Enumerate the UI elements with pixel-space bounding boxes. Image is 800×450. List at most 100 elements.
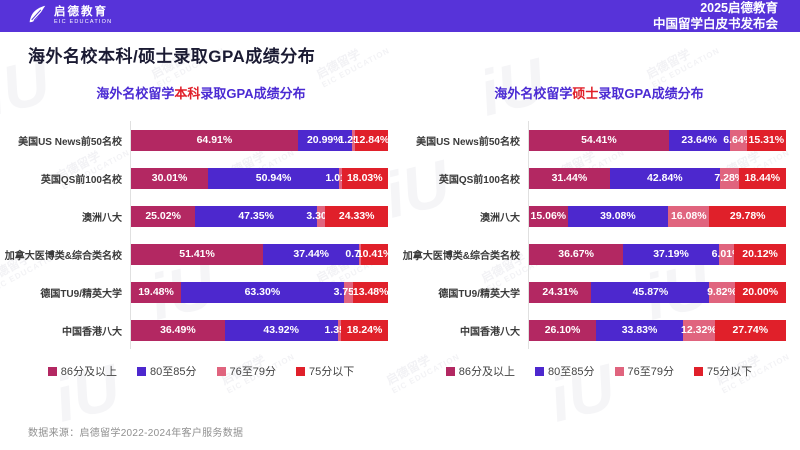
- segment-80-85: 50.94%: [208, 167, 340, 189]
- legend-swatch: [47, 366, 57, 376]
- legend-swatch: [693, 366, 703, 376]
- bars-column: 64.91% 20.99% 1.25% 12.84% 30.01% 50.94% 1.01%…: [130, 121, 392, 349]
- category-label: 美国US News前50名校: [416, 136, 520, 148]
- segment-value-label: 12.84%: [353, 134, 390, 146]
- stacked-bar: 25.02% 47.35% 3.30% 24.33%: [131, 205, 388, 227]
- category-label: 德国TU9/精英大学: [40, 288, 122, 300]
- eic-leaf-icon: [26, 3, 48, 30]
- bar-row: 30.01% 50.94% 1.01% 18.03%: [131, 159, 388, 197]
- segment-value-label: 24.31%: [542, 286, 579, 298]
- chart-title-prefix: 海外名校留学: [494, 86, 573, 101]
- chart-title-highlight: 本科: [174, 86, 201, 101]
- segment-value-label: 16.08%: [670, 210, 707, 222]
- segment-86-and-above: 24.31%: [529, 281, 592, 303]
- segment-80-85: 63.30%: [181, 281, 344, 303]
- segment-value-label: 39.08%: [600, 210, 636, 222]
- segment-value-label: 25.02%: [145, 210, 181, 222]
- segment-below-75: 18.44%: [738, 167, 786, 189]
- bar-row: 54.41% 23.64% 6.64% 15.31%: [529, 121, 786, 159]
- segment-value-label: 64.91%: [196, 134, 233, 146]
- legend-item: 86分及以上: [445, 363, 515, 379]
- segment-86-and-above: 54.41%: [529, 129, 669, 151]
- segment-86-and-above: 26.10%: [529, 319, 597, 341]
- segment-value-label: 15.31%: [748, 134, 785, 146]
- stacked-bar: 54.41% 23.64% 6.64% 15.31%: [529, 129, 786, 151]
- segment-86-and-above: 19.48%: [131, 281, 182, 303]
- stacked-bar: 30.01% 50.94% 1.01% 18.03%: [131, 167, 388, 189]
- stacked-bar: 26.10% 33.83% 12.32% 27.74%: [529, 319, 786, 341]
- event-title-line2: 中国留学白皮书发布会: [652, 17, 778, 31]
- segment-value-label: 19.48%: [138, 286, 174, 298]
- logo-text: 启德教育 EIC EDUCATION: [54, 6, 112, 26]
- segment-value-label: 54.41%: [581, 134, 617, 146]
- segment-80-85: 23.64%: [668, 129, 730, 151]
- segment-value-label: 37.44%: [293, 248, 330, 260]
- legend-swatch: [137, 366, 147, 376]
- category-label: 英国QS前100名校: [438, 174, 520, 186]
- legend-label: 80至85分: [150, 366, 197, 378]
- segment-value-label: 36.49%: [160, 324, 196, 336]
- segment-value-label: 31.44%: [551, 172, 588, 184]
- stacked-bar: 51.41%37.44%0.74%10.41%: [131, 243, 392, 265]
- chart-title-highlight: 硕士: [572, 86, 599, 101]
- legend-item: 80至85分: [137, 363, 197, 379]
- stacked-bar: 31.44% 42.84% 7.28% 18.44%: [529, 167, 786, 189]
- segment-80-85: 45.87%: [591, 281, 710, 303]
- stacked-bar: 19.48% 63.30% 3.75% 13.48%: [131, 281, 389, 303]
- segment-value-label: 15.06%: [530, 210, 567, 222]
- bar-row: 36.49% 43.92% 1.35% 18.24%: [131, 311, 388, 349]
- legend-label: 75分以下: [308, 366, 355, 378]
- legend-swatch: [535, 366, 545, 376]
- segment-value-label: 29.78%: [729, 210, 766, 222]
- segment-76-79: 7.28%: [714, 167, 744, 189]
- segment-value-label: 6.01%: [711, 248, 742, 260]
- bars-column: 54.41% 23.64% 6.64% 15.31% 31.44% 42.84% 7.28%…: [528, 121, 786, 349]
- page-title: 海外名校本科/硕士录取GPA成绩分布: [28, 47, 316, 66]
- segment-value-label: 30.01%: [151, 172, 188, 184]
- segment-below-75: 15.31%: [746, 129, 786, 151]
- segment-86-and-above: 30.01%: [131, 167, 209, 189]
- bar-row: 15.06% 39.08% 16.08% 29.78%: [529, 197, 786, 235]
- segment-value-label: 20.99%: [306, 134, 343, 146]
- chart-title-undergraduate: 海外名校留学本科录取GPA成绩分布: [14, 83, 388, 103]
- segment-86-and-above: 36.67%: [529, 243, 624, 265]
- segment-76-79: 3.30%: [306, 205, 336, 227]
- legend-item: 76至79分: [614, 363, 674, 379]
- segment-below-75: 20.00%: [734, 281, 786, 303]
- legend-label: 75分以下: [706, 366, 753, 378]
- segment-value-label: 13.48%: [352, 286, 389, 298]
- legend-label: 86分及以上: [60, 366, 118, 378]
- category-labels-column: 美国US News前50名校 英国QS前100名校 澳洲八大 加拿大医博类&综合类名校…: [403, 121, 528, 349]
- segment-value-label: 23.64%: [681, 134, 718, 146]
- legend-swatch: [295, 366, 305, 376]
- segment-86-and-above: 64.91%: [131, 129, 298, 151]
- chart-undergraduate: 海外名校留学本科录取GPA成绩分布 美国US News前50名校英国QS前100…: [5, 83, 393, 379]
- segment-value-label: 10.41%: [356, 248, 393, 260]
- bar-row: 36.67% 37.19% 6.01% 20.12%: [529, 235, 786, 273]
- segment-value-label: 45.87%: [632, 286, 669, 298]
- category-label: 英国QS前100名校: [40, 174, 122, 186]
- segment-value-label: 18.44%: [744, 172, 781, 184]
- segment-value-label: 50.94%: [255, 172, 292, 184]
- chart-title-suffix: 录取GPA成绩分布: [598, 86, 704, 101]
- category-labels-column: 美国US News前50名校 英国QS前100名校 澳洲八大 加拿大医博类&综合类名校…: [5, 121, 130, 349]
- bar-row: 31.44% 42.84% 7.28% 18.44%: [529, 159, 786, 197]
- segment-80-85: 47.35%: [195, 205, 317, 227]
- legend-swatch: [445, 366, 455, 376]
- segment-value-label: 18.03%: [346, 172, 383, 184]
- segment-value-label: 42.84%: [647, 172, 683, 184]
- segment-80-85: 42.84%: [609, 167, 720, 189]
- legend-undergraduate: 86分及以上 80至85分 76至79分 75分以下: [14, 363, 388, 379]
- bar-row: 26.10% 33.83% 12.32% 27.74%: [529, 311, 786, 349]
- segment-value-label: 9.82%: [707, 286, 737, 298]
- chart-title-master: 海外名校留学硕士录取GPA成绩分布: [412, 83, 786, 103]
- segment-below-75: 24.33%: [325, 205, 388, 227]
- segment-86-and-above: 31.44%: [529, 167, 610, 189]
- bar-row: 51.41%37.44%0.74%10.41%: [131, 235, 392, 273]
- category-label: 美国US News前50名校: [18, 136, 122, 148]
- bar-row: 64.91% 20.99% 1.25% 12.84%: [131, 121, 390, 159]
- stacked-bar: 64.91% 20.99% 1.25% 12.84%: [131, 129, 390, 151]
- segment-below-75: 20.12%: [734, 243, 786, 265]
- legend-master: 86分及以上 80至85分 76至79分 75分以下: [412, 363, 786, 379]
